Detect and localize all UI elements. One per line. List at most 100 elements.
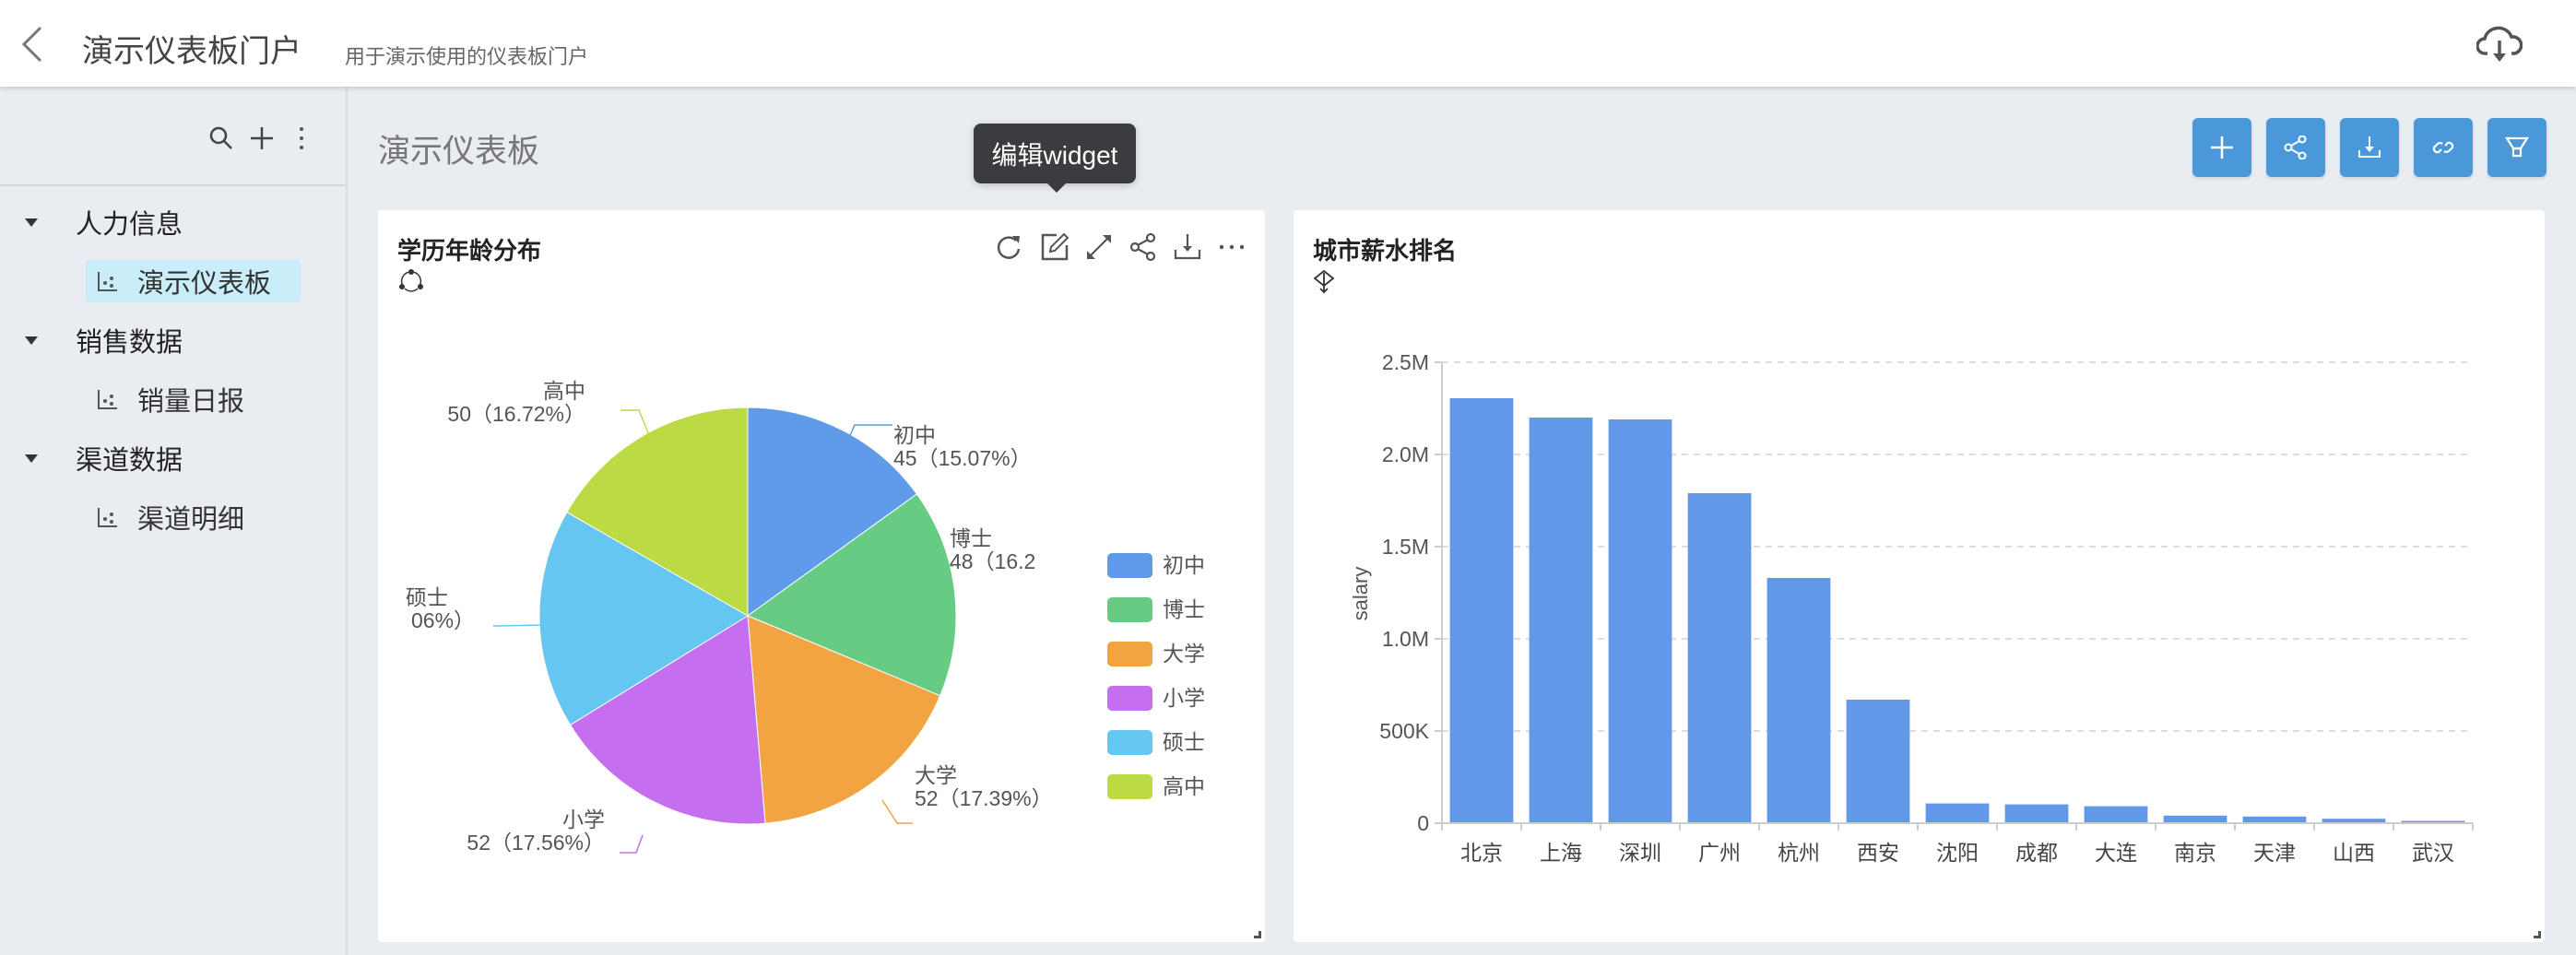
link-button[interactable] (2414, 118, 2473, 177)
legend-swatch (1107, 774, 1152, 799)
download-button[interactable] (2340, 118, 2399, 177)
bar-山西 (2322, 819, 2386, 823)
item-label: 销量日报 (137, 387, 245, 417)
bar-天津 (2242, 816, 2307, 823)
slice-value-label: 52（17.39%） (915, 786, 1053, 810)
label-leader-line (923, 565, 953, 571)
more-vertical-icon[interactable] (295, 125, 308, 151)
x-tick-label: 武汉 (2412, 841, 2454, 865)
y-tick-label: 2.0M (1382, 442, 1429, 466)
x-tick-label: 北京 (1460, 841, 1503, 865)
plus-icon[interactable] (249, 125, 275, 151)
download-icon[interactable] (1173, 232, 1202, 262)
slice-name-label: 大学 (915, 763, 957, 787)
slice-name-label: 高中 (543, 379, 585, 403)
x-tick-label: 深圳 (1619, 841, 1661, 865)
bar-西安 (1846, 700, 1910, 823)
legend-label: 大学 (1163, 642, 1205, 666)
legend-label: 博士 (1163, 597, 1205, 621)
search-icon[interactable] (208, 125, 234, 151)
y-tick-label: 500K (1379, 719, 1429, 743)
label-leader-line (881, 799, 913, 824)
legend-swatch (1107, 597, 1152, 622)
tree-group-channel[interactable]: 渠道数据 (0, 435, 348, 481)
tree-group-hr[interactable]: 人力信息 (0, 199, 348, 245)
slice-value-label: 52（17.56%） (467, 831, 605, 855)
tree-group-sales[interactable]: 销售数据 (0, 317, 348, 363)
legend-swatch (1107, 642, 1152, 666)
portal-subtitle: 用于演示使用的仪表板门户 (345, 45, 589, 68)
x-tick-label: 广州 (1698, 841, 1741, 865)
slice-name-label: 博士 (950, 526, 992, 550)
edit-icon[interactable] (1040, 232, 1069, 262)
x-tick-label: 杭州 (1778, 841, 1820, 865)
pie-slice-4 (569, 615, 766, 825)
tree-item-daily-sales[interactable]: 销量日报 (86, 378, 301, 420)
bar-北京 (1449, 398, 1514, 823)
slice-value-label: 48（16.2 (950, 549, 1035, 573)
bar-chart-type-icon (1313, 269, 1335, 294)
share-button[interactable] (2266, 118, 2325, 177)
slice-value-label: 45（15.07%） (893, 446, 1032, 470)
legend-label: 初中 (1163, 553, 1205, 577)
pie-slice-3 (747, 615, 941, 824)
legend-label: 硕士 (1163, 730, 1205, 754)
refresh-icon[interactable] (994, 232, 1023, 262)
bar-沈阳 (1925, 803, 1990, 823)
resize-handle[interactable] (2534, 931, 2541, 938)
group-label: 人力信息 (76, 210, 183, 240)
caret-down-icon[interactable] (25, 454, 38, 463)
x-tick-label: 上海 (1540, 841, 1582, 865)
expand-icon[interactable] (1084, 232, 1114, 262)
widget-education-age: 学历年龄分布 初中 45（15.07%） 初中 博士 48（16.2 博士 大学 52（17.… (378, 210, 1265, 942)
pie-slice-5 (538, 511, 749, 726)
caret-down-icon[interactable] (25, 336, 38, 345)
bar-上海 (1529, 418, 1593, 823)
bar-大连 (2084, 806, 2148, 823)
legend-swatch (1107, 553, 1152, 578)
legend-label: 小学 (1163, 686, 1205, 710)
download-icon (2358, 136, 2381, 158)
y-tick-label: 1.0M (1382, 627, 1429, 651)
pie-slice-2 (746, 493, 957, 697)
slice-name-label: 初中 (893, 423, 936, 447)
resize-handle[interactable] (1254, 931, 1261, 938)
pie-chart: 初中45（15.07%）初中博士48（16.2博士大学52（17.39%）大学小… (406, 379, 1205, 855)
item-label: 演示仪表板 (137, 269, 272, 299)
sidebar: 人力信息 演示仪表板 销售数据 销量日报 渠道数据 渠道明细 (0, 87, 348, 955)
tree-item-channel-detail[interactable]: 渠道明细 (86, 496, 301, 538)
group-label: 渠道数据 (76, 446, 183, 476)
chart-icon (98, 390, 117, 409)
label-leader-line (620, 409, 650, 436)
item-label: 渠道明细 (137, 505, 245, 535)
portal-title: 演示仪表板门户 (82, 34, 301, 69)
bar-武汉 (2401, 820, 2465, 823)
slice-value-label: 06%） (411, 608, 475, 632)
x-tick-label: 大连 (2095, 841, 2137, 865)
chart-icon (98, 508, 117, 527)
y-tick-label: 2.5M (1382, 350, 1429, 374)
tree-item-demo-dashboard[interactable]: 演示仪表板 (86, 260, 301, 302)
bar-南京 (2163, 815, 2227, 823)
cloud-download-icon[interactable] (2476, 26, 2523, 65)
slice-name-label: 小学 (562, 808, 605, 831)
add-widget-button[interactable] (2192, 118, 2251, 177)
y-tick-label: 0 (1417, 811, 1429, 835)
filter-button[interactable] (2487, 118, 2546, 177)
bar-杭州 (1767, 578, 1831, 823)
widget-title: 城市薪水排名 (1313, 237, 1458, 265)
chevron-left-icon[interactable] (18, 26, 44, 63)
y-axis-label: salary (1349, 567, 1372, 621)
widget-title: 学历年龄分布 (397, 237, 542, 265)
legend-label: 高中 (1163, 774, 1205, 798)
divider (0, 184, 346, 186)
slice-value-label: 50（16.72%） (447, 402, 585, 426)
caret-down-icon[interactable] (25, 218, 38, 227)
x-tick-label: 沈阳 (1936, 841, 1979, 865)
share-icon[interactable] (1128, 232, 1158, 262)
more-icon[interactable] (1217, 232, 1247, 262)
x-tick-label: 天津 (2253, 841, 2296, 865)
x-tick-label: 山西 (2333, 841, 2375, 865)
bar-广州 (1687, 493, 1752, 823)
group-label: 销售数据 (76, 328, 183, 358)
